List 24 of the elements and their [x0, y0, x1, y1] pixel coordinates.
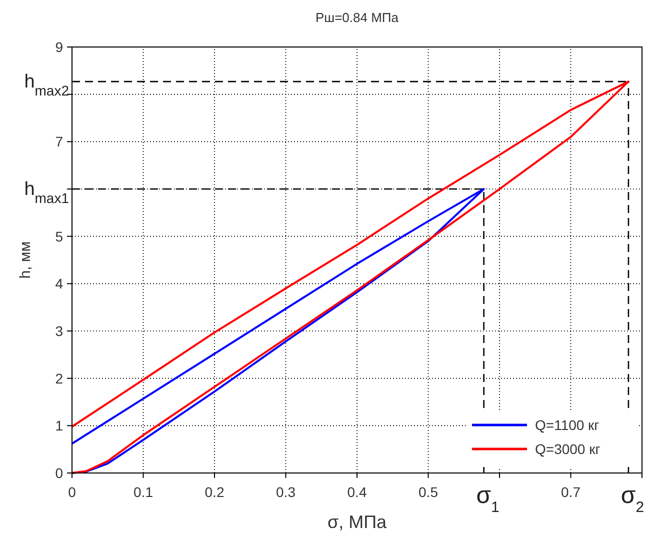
- chart-title: Рш=0.84 МПа: [315, 10, 400, 25]
- ref-line-label: σ$_{2}$: [620, 482, 644, 516]
- x-axis-title: σ, МПа: [327, 512, 388, 532]
- x-tick-label: 0.4: [347, 484, 367, 500]
- y-tick-label: 1: [55, 418, 64, 434]
- ref-line-label: σ$_{1}$: [476, 482, 500, 516]
- ref-line-label: h$_{max1}$: [24, 179, 70, 206]
- y-tick-label: 5: [55, 228, 64, 244]
- y-tick-label: 3: [55, 323, 64, 339]
- x-tick-label: 0.1: [134, 484, 154, 500]
- ref-line-label: h$_{max2}$: [24, 72, 70, 99]
- y-tick-label: 9: [55, 39, 64, 55]
- y-axis-title: h, мм: [17, 241, 34, 279]
- x-tick-label: 0.2: [204, 484, 224, 500]
- y-tick-label: 7: [55, 134, 64, 150]
- x-tick-label: 0: [68, 484, 76, 500]
- x-tick-label: 0.3: [276, 484, 296, 500]
- legend-label: Q=1100 кг: [535, 417, 600, 433]
- y-tick-label: 4: [55, 276, 64, 292]
- x-tick-label: 0.7: [561, 484, 581, 500]
- x-tick-label: 0.5: [418, 484, 438, 500]
- legend-label: Q=3000 кг: [535, 441, 600, 457]
- y-tick-label: 0: [55, 465, 64, 481]
- y-tick-label: 2: [55, 370, 64, 386]
